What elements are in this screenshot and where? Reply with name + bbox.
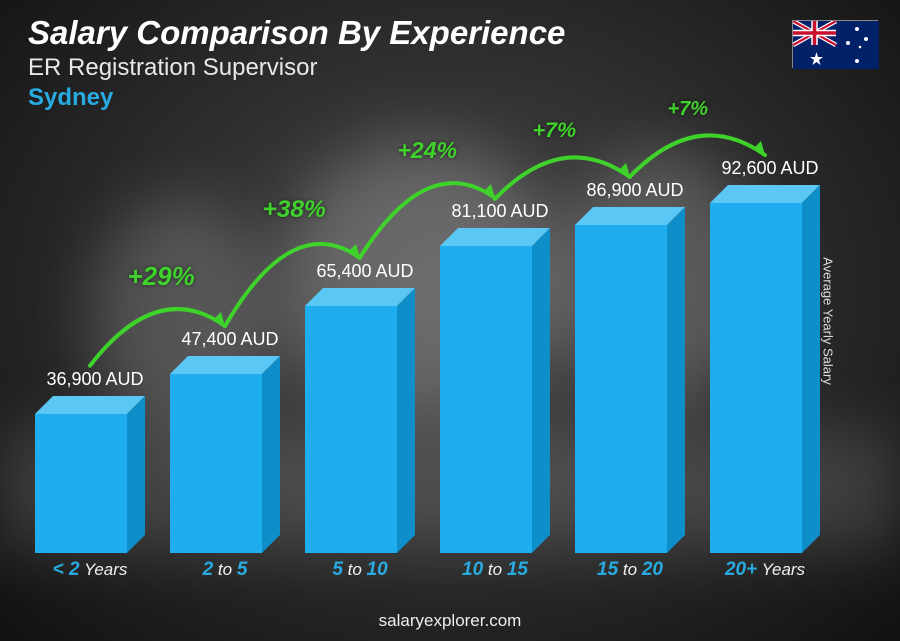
bar — [710, 203, 802, 553]
growth-pct-label: +7% — [533, 118, 577, 143]
bar-group: 92,600 AUD20+ Years — [710, 161, 820, 581]
bar-value-label: 81,100 AUD — [440, 201, 560, 222]
bar-category-label: < 2 Years — [35, 559, 145, 581]
bar-value-label: 47,400 AUD — [170, 329, 290, 350]
bar-chart: 36,900 AUD< 2 Years47,400 AUD2 to 565,40… — [35, 101, 855, 581]
growth-pct-label: +29% — [128, 261, 195, 292]
bar-group: 65,400 AUD5 to 10 — [305, 264, 415, 581]
flag-icon — [792, 20, 878, 68]
chart-stage: Salary Comparison By Experience ER Regis… — [0, 0, 900, 641]
growth-pct-label: +38% — [263, 196, 326, 224]
bar — [35, 414, 127, 553]
footer-attribution: salaryexplorer.com — [0, 611, 900, 631]
bar-group: 36,900 AUD< 2 Years — [35, 372, 145, 581]
bar — [305, 306, 397, 553]
bar-group: 81,100 AUD10 to 15 — [440, 204, 550, 581]
growth-pct-label: +24% — [398, 137, 457, 164]
bar-group: 47,400 AUD2 to 5 — [170, 332, 280, 581]
bar-value-label: 86,900 AUD — [575, 180, 695, 201]
bar-category-label: 2 to 5 — [170, 559, 280, 581]
bar — [575, 225, 667, 553]
growth-pct-label: +7% — [668, 98, 709, 121]
bar-value-label: 65,400 AUD — [305, 261, 425, 282]
chart-subtitle: ER Registration Supervisor — [28, 54, 800, 82]
bar-category-label: 15 to 20 — [575, 559, 685, 581]
bar-category-label: 20+ Years — [710, 559, 820, 581]
bar-category-label: 10 to 15 — [440, 559, 550, 581]
bar — [440, 246, 532, 553]
bar-value-label: 92,600 AUD — [710, 158, 830, 179]
bar-value-label: 36,900 AUD — [35, 369, 155, 390]
chart-title: Salary Comparison By Experience — [28, 14, 800, 52]
bar-group: 86,900 AUD15 to 20 — [575, 183, 685, 581]
bar-category-label: 5 to 10 — [305, 559, 415, 581]
bar — [170, 374, 262, 553]
